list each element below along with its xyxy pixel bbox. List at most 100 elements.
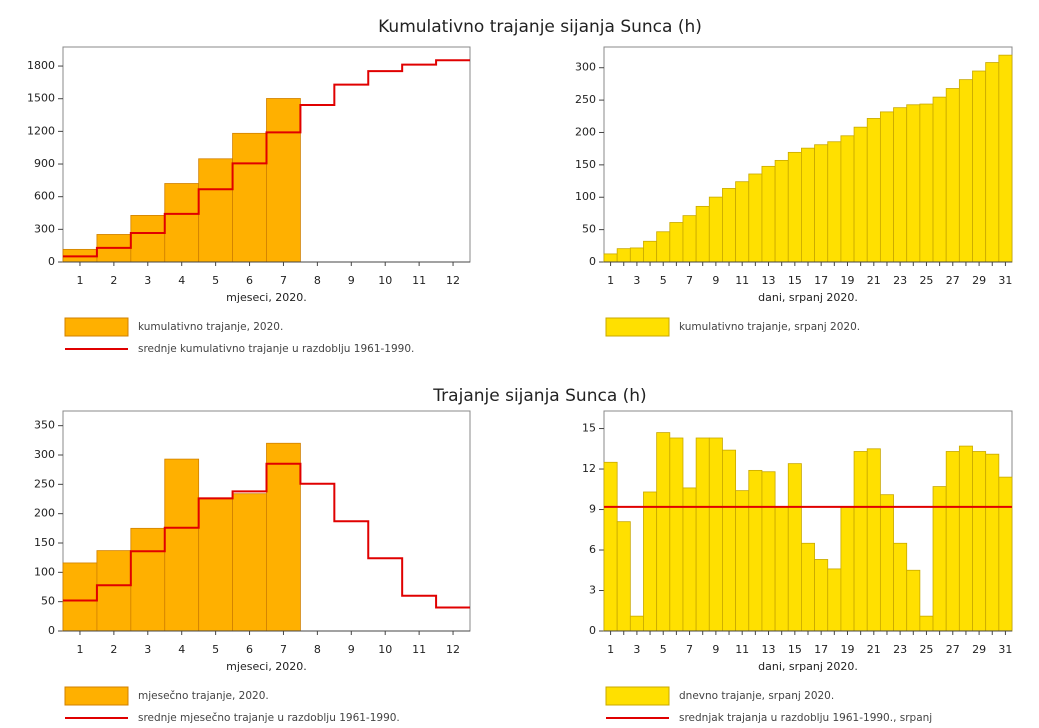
x-tick-label: 12 — [446, 643, 460, 656]
x-tick-label: 7 — [280, 274, 287, 287]
bar — [198, 158, 233, 263]
bar — [130, 527, 166, 632]
x-tick-label: 5 — [212, 643, 219, 656]
x-tick-label: 9 — [712, 643, 719, 656]
bar — [814, 144, 829, 263]
x-tick-label: 5 — [212, 274, 219, 287]
y-tick-label: 600 — [34, 190, 55, 203]
bar — [164, 458, 200, 632]
x-tick-label: 13 — [762, 274, 776, 287]
bar — [669, 222, 684, 263]
x-tick-label: 19 — [840, 643, 854, 656]
bar — [879, 494, 894, 632]
x-axis-label: dani, srpanj 2020. — [758, 291, 858, 304]
chart-title: Kumulativno trajanje sijanja Sunca (h) — [378, 17, 702, 37]
bar — [932, 96, 947, 263]
x-tick-label: 11 — [412, 274, 426, 287]
legend-label: mjesečno trajanje, 2020. — [138, 690, 269, 702]
x-tick-label: 4 — [178, 274, 185, 287]
bar — [919, 615, 934, 632]
bar — [814, 559, 829, 632]
x-tick-label: 1 — [76, 274, 83, 287]
x-tick-label: 25 — [919, 274, 933, 287]
y-tick-label: 300 — [34, 448, 55, 461]
bar — [656, 432, 671, 632]
x-axis-label: mjeseci, 2020. — [226, 660, 307, 673]
x-tick-label: 5 — [660, 274, 667, 287]
bar — [722, 449, 737, 632]
x-tick-label: 8 — [314, 643, 321, 656]
legend-label: srednje mjesečno trajanje u razdoblju 19… — [138, 712, 400, 724]
bar — [879, 111, 894, 263]
bar — [722, 188, 737, 263]
x-tick-label: 2 — [110, 643, 117, 656]
bar — [735, 181, 750, 263]
bar — [629, 247, 644, 263]
x-tick-label: 21 — [867, 274, 881, 287]
x-tick-label: 10 — [378, 274, 392, 287]
y-tick-label: 1500 — [27, 92, 55, 105]
bar — [932, 486, 947, 632]
x-tick-label: 19 — [840, 274, 854, 287]
bar — [787, 151, 802, 263]
y-tick-label: 12 — [582, 462, 596, 475]
bar — [682, 487, 697, 632]
x-tick-label: 7 — [280, 643, 287, 656]
legend-label: kumulativno trajanje, srpanj 2020. — [679, 321, 860, 333]
bar — [787, 463, 802, 632]
bar — [616, 521, 631, 632]
y-tick-label: 100 — [34, 565, 55, 578]
bar — [827, 141, 842, 263]
bar — [761, 165, 776, 263]
x-tick-label: 3 — [144, 643, 151, 656]
bar — [853, 451, 868, 632]
legend-label: srednje kumulativno trajanje u razdoblju… — [138, 343, 414, 355]
x-tick-label: 6 — [246, 274, 253, 287]
bar — [603, 461, 618, 632]
bar — [906, 104, 921, 263]
x-tick-label: 15 — [788, 274, 802, 287]
bar — [748, 469, 763, 632]
x-tick-label: 27 — [946, 643, 960, 656]
legend-label: kumulativno trajanje, 2020. — [138, 321, 283, 333]
y-tick-label: 150 — [575, 158, 596, 171]
bar — [801, 147, 815, 263]
x-tick-label: 21 — [867, 643, 881, 656]
bar — [708, 437, 723, 632]
chart-title: Trajanje sijanja Sunca (h) — [432, 386, 646, 406]
y-tick-label: 3 — [589, 584, 596, 597]
bar — [866, 448, 881, 632]
bar — [266, 98, 301, 263]
bar — [893, 542, 908, 632]
bar — [232, 493, 267, 632]
bar — [827, 568, 842, 632]
x-tick-label: 15 — [788, 643, 802, 656]
bar — [998, 54, 1013, 263]
bar — [603, 253, 618, 263]
bar — [985, 62, 1000, 263]
x-tick-label: 7 — [686, 643, 693, 656]
bar — [866, 118, 881, 263]
bar — [708, 196, 723, 263]
x-tick-label: 27 — [946, 274, 960, 287]
bar — [853, 126, 868, 263]
y-tick-label: 900 — [34, 157, 55, 170]
x-tick-label: 25 — [919, 643, 933, 656]
legend-swatch — [605, 686, 670, 706]
bar — [748, 173, 763, 263]
y-tick-label: 50 — [41, 595, 55, 608]
y-tick-label: 250 — [34, 477, 55, 490]
x-axis-label: dani, srpanj 2020. — [758, 660, 858, 673]
step-line — [63, 462, 470, 609]
x-tick-label: 23 — [893, 643, 907, 656]
y-tick-label: 15 — [582, 422, 596, 435]
bar — [985, 453, 1000, 632]
y-tick-label: 200 — [575, 125, 596, 138]
y-tick-label: 0 — [589, 624, 596, 637]
bar — [695, 205, 710, 263]
legend-swatch — [64, 317, 129, 337]
x-tick-label: 17 — [814, 643, 828, 656]
x-tick-label: 23 — [893, 274, 907, 287]
x-axis-label: mjeseci, 2020. — [226, 291, 307, 304]
